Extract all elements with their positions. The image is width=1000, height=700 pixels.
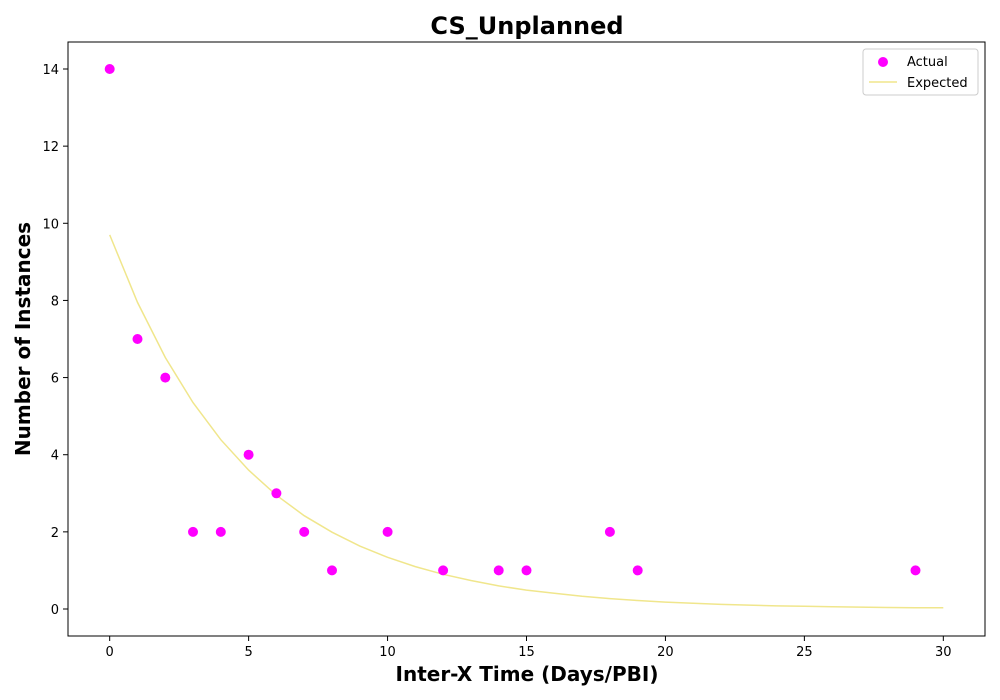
actual-point (382, 526, 393, 537)
actual-point (604, 526, 615, 537)
y-tick-label: 10 (42, 217, 59, 232)
x-tick-label: 10 (379, 645, 396, 660)
actual-point (215, 526, 226, 537)
x-axis-label: Inter-X Time (Days/PBI) (396, 662, 659, 686)
y-axis-label: Number of Instances (11, 222, 35, 456)
x-tick-label: 25 (796, 645, 813, 660)
y-tick-label: 4 (51, 449, 59, 464)
y-tick-label: 2 (51, 526, 59, 541)
actual-point (188, 526, 198, 537)
x-tick-label: 0 (106, 645, 114, 660)
plot-frame (67, 41, 986, 637)
chart-title: CS_Unplanned (430, 12, 623, 40)
x-tick-label: 5 (244, 645, 252, 660)
actual-point (243, 449, 254, 460)
y-tick-label: 0 (51, 603, 59, 618)
legend-box (862, 48, 979, 96)
x-tick-label: 20 (657, 645, 674, 660)
actual-point (271, 488, 282, 499)
actual-point (160, 372, 171, 383)
y-tick-label: 12 (42, 140, 59, 155)
actual-point (438, 565, 449, 576)
actual-point (493, 565, 504, 576)
y-tick-label: 14 (42, 63, 59, 78)
y-tick-label: 8 (51, 294, 59, 309)
legend-actual-marker (878, 57, 888, 67)
actual-point (910, 565, 921, 576)
actual-point (632, 565, 643, 576)
legend-expected-label: Expected (907, 76, 968, 91)
actual-point (132, 334, 143, 344)
expected-line (109, 234, 944, 609)
legend-actual-label: Actual (907, 55, 948, 70)
actual-point (327, 565, 337, 576)
legend: Actual Expected (862, 48, 979, 96)
x-tick-label: 15 (518, 645, 535, 660)
actual-point (104, 64, 115, 74)
actual-point (521, 565, 532, 576)
plot-area: 0 5 10 15 20 25 30 0 2 4 6 8 10 12 14 (42, 41, 986, 660)
y-tick-label: 6 (51, 372, 59, 387)
x-tick-label: 30 (935, 645, 952, 660)
actual-point (299, 526, 310, 537)
